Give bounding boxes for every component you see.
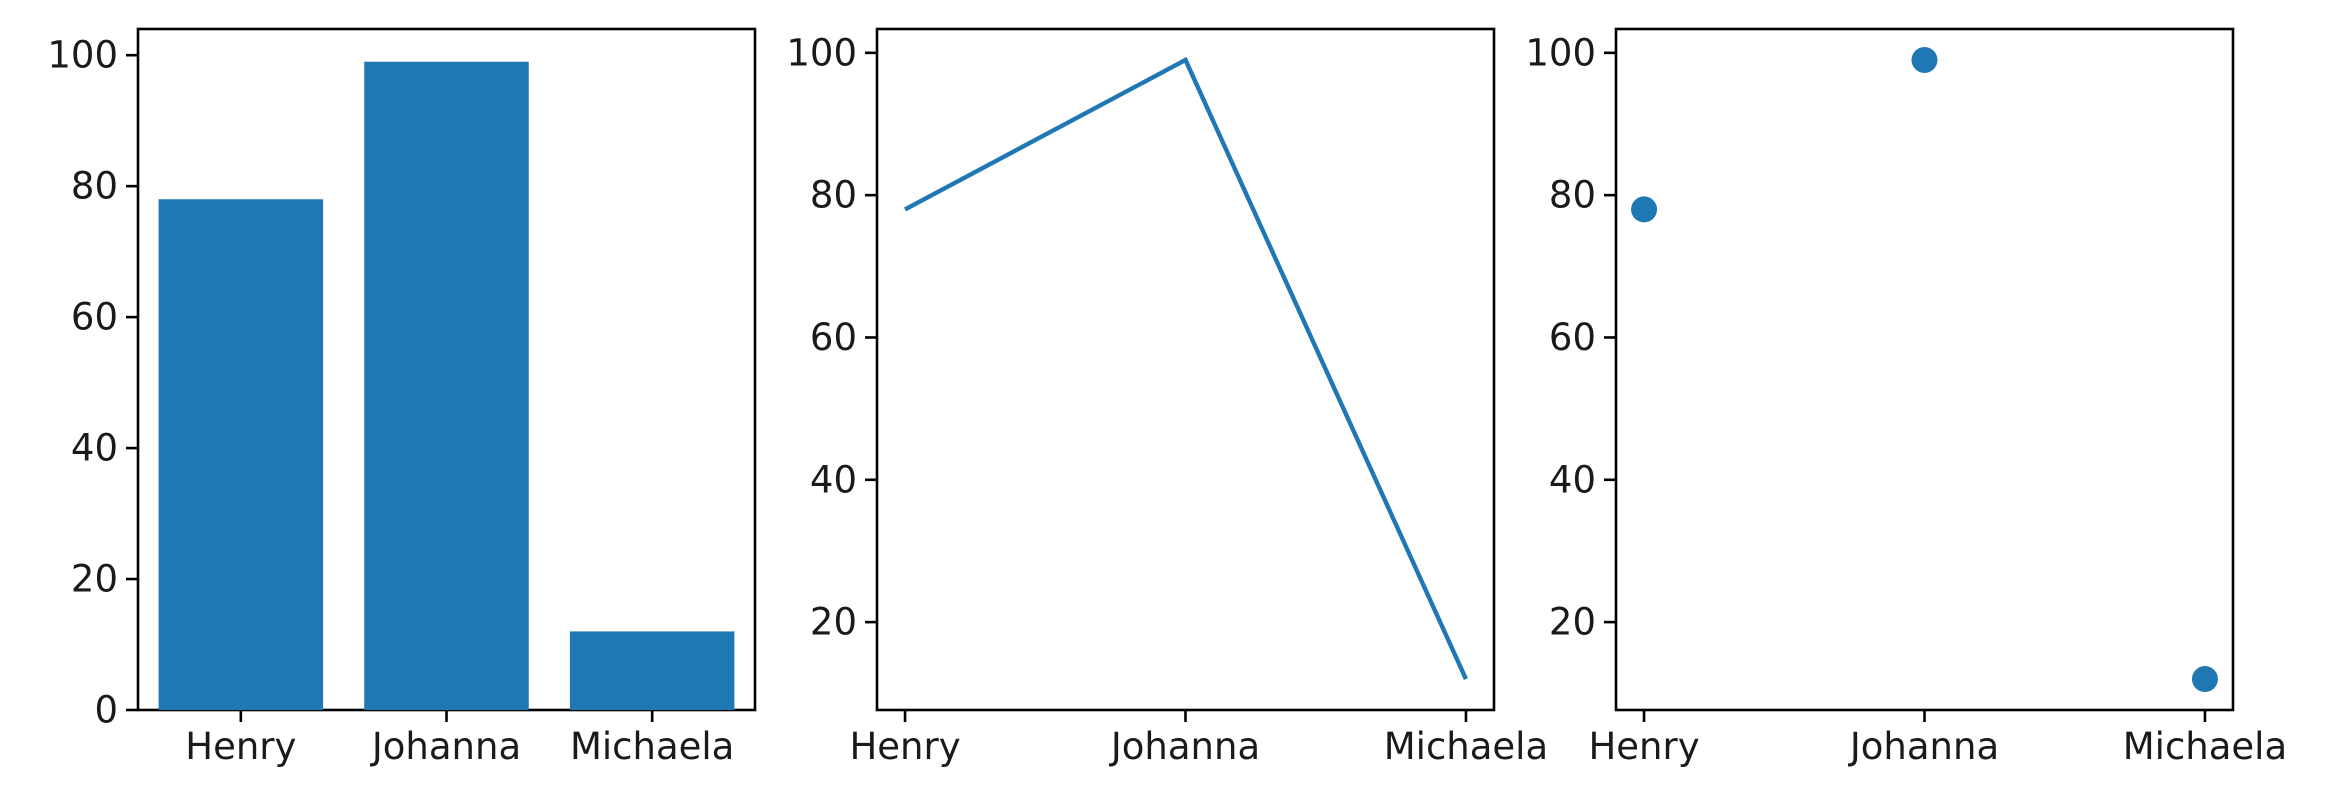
bar-chart-y-tick-label: 60 <box>71 296 118 339</box>
bar-chart-x-tick-label: Johanna <box>370 725 521 768</box>
scatter-chart-x-tick-label: Johanna <box>1848 725 1999 768</box>
point-johanna <box>1911 46 1938 73</box>
line-chart-y-tick-label: 20 <box>810 601 857 644</box>
line-series <box>904 56 1468 680</box>
bar-chart-x-tick-label: Michaela <box>570 725 734 768</box>
scatter-chart-x-tick-label: Henry <box>1588 725 1699 768</box>
line-chart-y-tick-label: 100 <box>786 31 857 74</box>
scatter-chart-y-tick-label: 100 <box>1525 31 1596 74</box>
line-chart-x-tick-label: Henry <box>849 725 960 768</box>
bar-chart-y-tick-label: 100 <box>47 34 118 77</box>
scatter-chart-x-tick-label: Michaela <box>2123 725 2287 768</box>
bar-chart-panel: 0 20 40 60 80 100 Henry Johanna Michaela <box>47 27 757 768</box>
scatter-chart-y-tick-label: 80 <box>1549 174 1596 217</box>
bar-henry <box>158 199 324 710</box>
scatter-chart-panel: 20 40 60 80 100 Henry Johanna Michaela <box>1525 27 2287 768</box>
line-chart-y-tick-label: 80 <box>810 174 857 217</box>
line-chart-x-tick-label: Johanna <box>1109 725 1260 768</box>
bar-johanna <box>364 61 529 711</box>
line-chart-y-tick-label: 40 <box>810 458 857 501</box>
line-chart-x-tick-label: Michaela <box>1384 725 1548 768</box>
scatter-chart-y-tick-label: 20 <box>1549 601 1596 644</box>
bar-michaela <box>569 631 735 710</box>
line-chart-panel: 20 40 60 80 100 Henry Johanna Michaela <box>786 27 1548 768</box>
bar-chart-y-tick-label: 40 <box>71 427 118 470</box>
scatter-chart-y-tick-label: 60 <box>1549 316 1596 359</box>
point-michaela <box>2191 666 2218 693</box>
point-henry <box>1631 196 1658 223</box>
line-chart-y-tick-label: 60 <box>810 316 857 359</box>
bar-chart-x-tick-label: Henry <box>185 725 296 768</box>
scatter-chart-y-tick-label: 40 <box>1549 458 1596 501</box>
bar-chart-y-tick-label: 0 <box>94 689 118 732</box>
bar-chart-y-tick-label: 20 <box>71 558 118 601</box>
bar-chart-y-tick-label: 80 <box>71 165 118 208</box>
